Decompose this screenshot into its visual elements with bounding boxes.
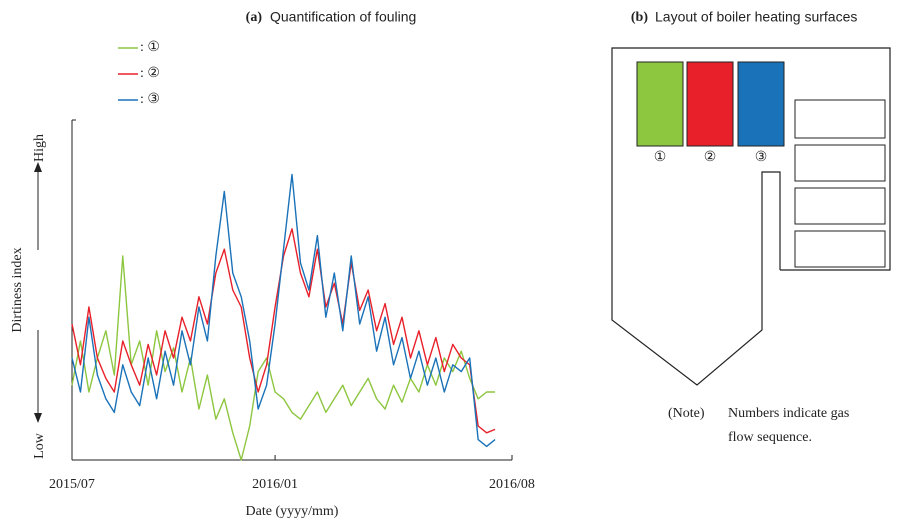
note-line: Numbers indicate gas (728, 406, 849, 421)
legend-label: : ③ (140, 92, 160, 107)
legend-label: : ② (140, 66, 160, 81)
surface-box (794, 187, 886, 225)
surface-box (794, 99, 886, 139)
x-tick-label: 2016/01 (252, 477, 298, 492)
arrow-head (34, 162, 42, 172)
x-tick-label: 2015/07 (49, 477, 95, 492)
arrow-head (34, 413, 42, 423)
y-tick-label: Low (32, 432, 47, 459)
y-tick-label: High (32, 134, 47, 162)
y-axis-label: Dirtiness index (10, 247, 25, 332)
surface-label: ② (704, 150, 717, 165)
surface-2 (686, 61, 734, 147)
chart-title-label: (a) (246, 10, 263, 25)
x-tick-label: 2016/08 (489, 477, 535, 492)
series-line (71, 255, 496, 461)
boiler-outline (611, 47, 891, 386)
surface-box (794, 230, 886, 268)
surface-label: ① (654, 150, 667, 165)
series-line (71, 228, 496, 434)
note-label: (Note) (668, 406, 705, 421)
diagram-title-label: (b) (631, 10, 648, 25)
x-axis-label: Date (yyyy/mm) (246, 504, 339, 519)
surface-label: ③ (755, 150, 768, 165)
surface-box (794, 144, 886, 182)
surface-1 (636, 61, 684, 147)
chart-title: Quantification of fouling (270, 9, 416, 25)
boiler-diagram: (b) Layout of boiler heating surfaces ① … (611, 9, 891, 445)
note-line: flow sequence. (728, 430, 812, 445)
legend-label: : ① (140, 40, 160, 55)
surface-3 (737, 61, 785, 147)
diagram-title: Layout of boiler heating surfaces (655, 9, 857, 25)
series-line (71, 173, 496, 448)
